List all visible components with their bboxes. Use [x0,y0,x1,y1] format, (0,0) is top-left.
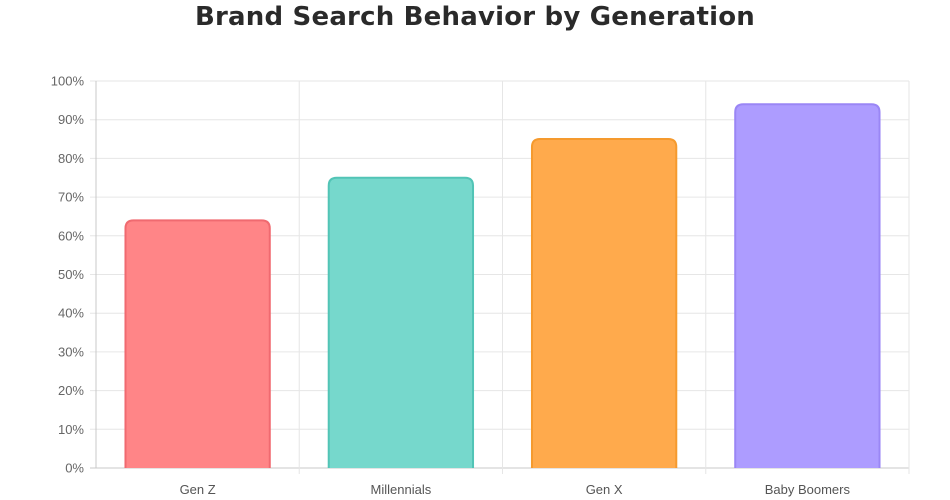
y-tick-label: 90% [58,112,84,127]
y-tick-label: 0% [65,461,84,476]
bar-baby-boomers [734,103,881,468]
bar-gen-x [530,138,678,468]
x-tick-label: Gen X [586,482,623,497]
bar-gen-z [124,219,271,468]
chart-title: Brand Search Behavior by Generation [195,2,755,32]
y-tick-label: 60% [58,228,84,243]
y-tick-label: 70% [58,190,84,205]
y-tick-label: 20% [58,383,84,398]
x-tick-label: Millennials [371,482,432,497]
y-tick-label: 50% [58,267,84,282]
y-tick-label: 100% [51,74,85,89]
bar-millennials [327,176,475,468]
y-tick-label: 10% [58,422,84,437]
y-tick-label: 80% [58,151,84,166]
y-tick-label: 40% [58,306,84,321]
x-tick-label: Gen Z [180,482,216,497]
x-tick-label: Baby Boomers [765,482,851,497]
y-tick-label: 30% [58,344,84,359]
